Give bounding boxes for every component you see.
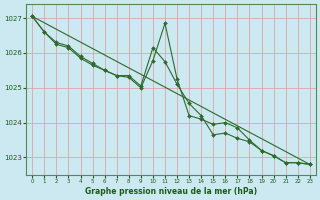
X-axis label: Graphe pression niveau de la mer (hPa): Graphe pression niveau de la mer (hPa)	[85, 187, 257, 196]
